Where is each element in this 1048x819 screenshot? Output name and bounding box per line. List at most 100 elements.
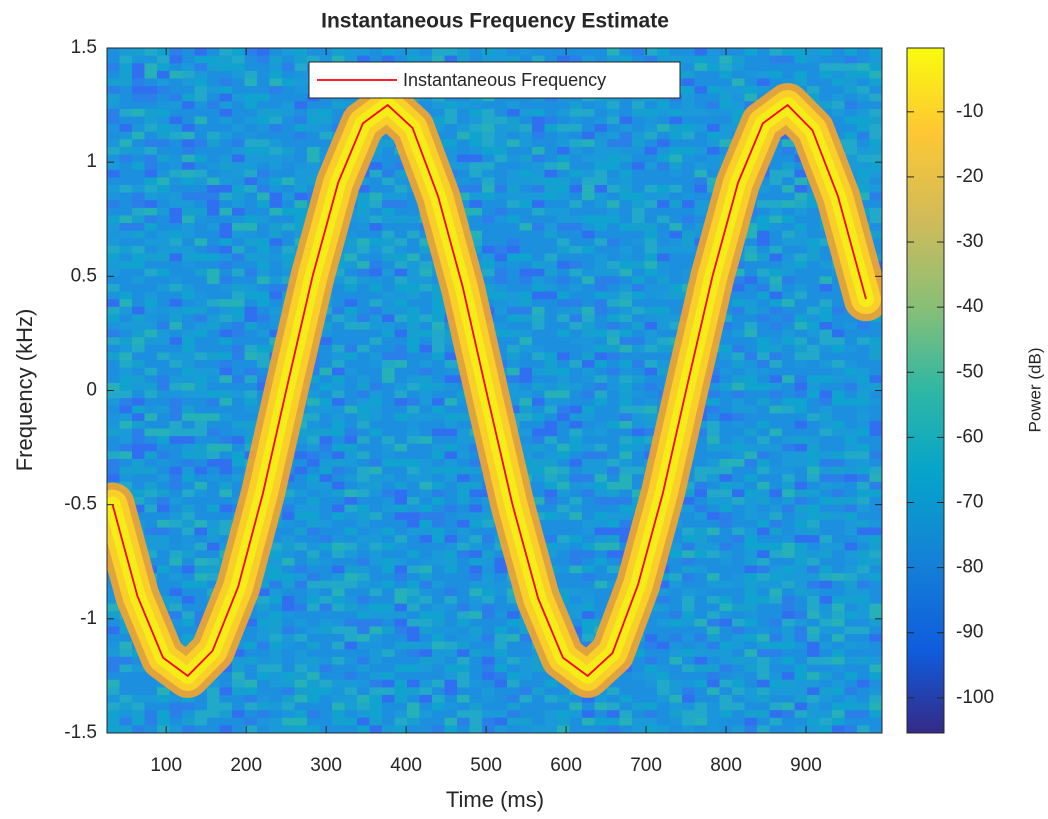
noise-cell: [644, 611, 658, 620]
noise-cell: [582, 596, 596, 605]
noise-cell: [369, 299, 383, 308]
noise-cell: [382, 322, 396, 331]
noise-cell: [357, 382, 371, 392]
noise-cell: [294, 200, 308, 209]
noise-cell: [182, 535, 196, 544]
noise-cell: [194, 207, 208, 217]
noise-cell: [607, 146, 621, 156]
noise-cell: [482, 101, 496, 110]
noise-cell: [244, 86, 258, 95]
noise-cell: [519, 451, 533, 460]
noise-cell: [357, 253, 371, 262]
noise-cell: [732, 489, 746, 498]
noise-cell: [369, 481, 383, 491]
noise-cell: [219, 245, 233, 255]
noise-cell: [469, 474, 483, 483]
noise-cell: [557, 443, 571, 452]
noise-cell: [419, 672, 433, 681]
noise-cell: [569, 48, 583, 57]
noise-cell: [644, 177, 658, 186]
noise-cell: [644, 169, 658, 178]
noise-cell: [357, 649, 371, 658]
noise-cell: [132, 124, 146, 133]
noise-cell: [269, 200, 283, 209]
noise-cell: [644, 291, 658, 300]
noise-cell: [444, 565, 458, 574]
noise-cell: [157, 253, 171, 262]
noise-cell: [432, 512, 446, 521]
noise-cell: [319, 679, 333, 688]
noise-cell: [244, 702, 258, 711]
noise-cell: [257, 200, 271, 209]
noise-cell: [494, 672, 508, 681]
noise-cell: [157, 588, 171, 597]
noise-cell: [144, 679, 158, 688]
noise-cell: [532, 405, 546, 414]
noise-cell: [794, 283, 808, 293]
noise-cell: [644, 626, 658, 635]
noise-cell: [569, 717, 583, 726]
noise-cell: [344, 611, 358, 620]
noise-cell: [169, 337, 183, 346]
noise-cell: [707, 398, 721, 407]
noise-cell: [369, 185, 383, 194]
noise-cell: [544, 489, 558, 498]
noise-cell: [182, 169, 196, 178]
noise-cell: [182, 322, 196, 331]
noise-cell: [419, 428, 433, 437]
noise-cell: [444, 550, 458, 559]
noise-cell: [482, 185, 496, 194]
noise-cell: [419, 101, 433, 110]
noise-cell: [357, 717, 371, 726]
noise-cell: [369, 405, 383, 414]
noise-cell: [369, 527, 383, 536]
noise-cell: [607, 337, 621, 346]
noise-cell: [407, 519, 421, 529]
noise-cell: [444, 687, 458, 696]
noise-cell: [282, 108, 296, 118]
noise-cell: [207, 93, 221, 102]
noise-cell: [519, 702, 533, 711]
noise-cell: [119, 124, 133, 133]
noise-cell: [544, 162, 558, 171]
noise-cell: [344, 497, 358, 506]
noise-cell: [244, 306, 258, 315]
noise-cell: [269, 291, 283, 300]
noise-cell: [419, 649, 433, 658]
noise-cell: [207, 512, 221, 521]
noise-cell: [557, 306, 571, 315]
noise-cell: [232, 169, 246, 178]
noise-cell: [769, 283, 783, 293]
noise-cell: [644, 245, 658, 255]
noise-cell: [232, 86, 246, 95]
noise-cell: [619, 48, 633, 57]
noise-cell: [594, 306, 608, 315]
noise-cell: [369, 154, 383, 163]
noise-cell: [144, 131, 158, 140]
noise-cell: [269, 588, 283, 597]
noise-cell: [219, 329, 233, 338]
noise-cell: [469, 215, 483, 224]
noise-cell: [519, 268, 533, 277]
noise-cell: [244, 223, 258, 232]
noise-cell: [519, 672, 533, 681]
noise-cell: [494, 230, 508, 239]
noise-cell: [157, 93, 171, 102]
noise-cell: [257, 694, 271, 704]
noise-cell: [232, 55, 246, 64]
noise-cell: [682, 481, 696, 491]
noise-cell: [182, 48, 196, 57]
noise-cell: [294, 223, 308, 232]
noise-cell: [644, 299, 658, 308]
noise-cell: [394, 367, 408, 376]
noise-cell: [632, 245, 646, 255]
noise-cell: [507, 131, 521, 140]
noise-cell: [119, 200, 133, 209]
noise-cell: [744, 268, 758, 277]
noise-cell: [444, 162, 458, 171]
noise-cell: [782, 352, 796, 361]
noise-cell: [132, 86, 146, 95]
noise-cell: [544, 131, 558, 140]
noise-cell: [682, 245, 696, 255]
noise-cell: [619, 451, 633, 460]
